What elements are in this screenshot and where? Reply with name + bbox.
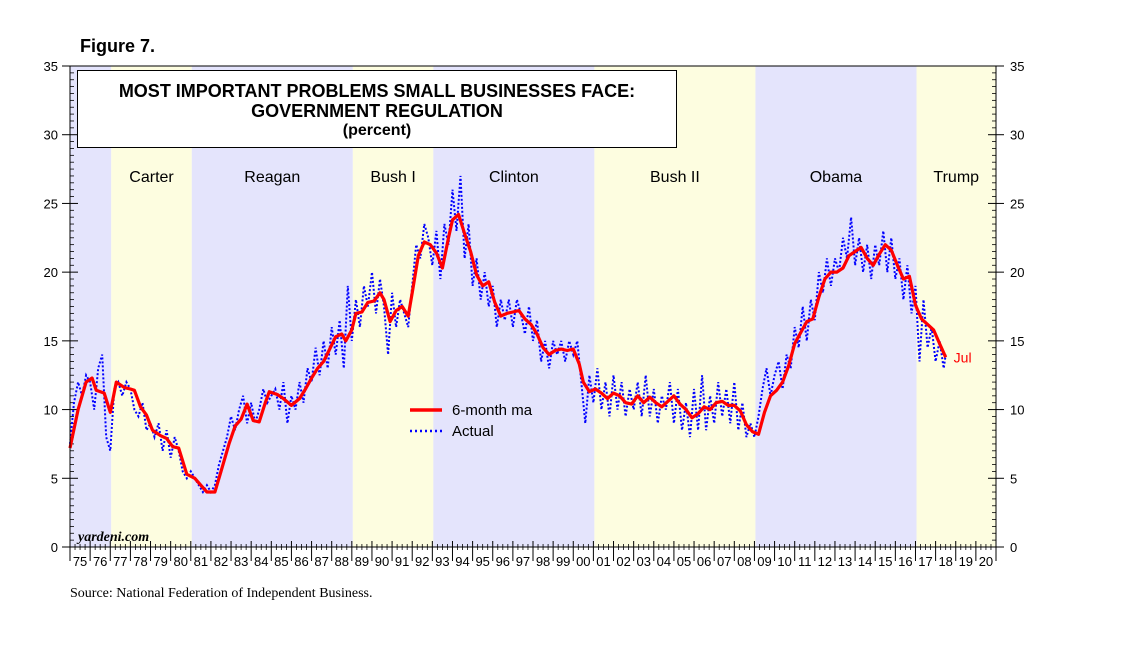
- presidency-label: Carter: [129, 169, 174, 186]
- y-tick-label-right: 35: [1010, 59, 1024, 74]
- presidency-label: Clinton: [489, 169, 539, 186]
- presidency-label: Trump: [933, 169, 979, 186]
- legend-label: Actual: [452, 423, 494, 440]
- x-tick-label: 07: [717, 554, 731, 569]
- y-tick-label-right: 15: [1010, 334, 1024, 349]
- x-tick-label: 77: [113, 554, 127, 569]
- y-tick-label-right: 25: [1010, 196, 1024, 211]
- x-tick-label: 04: [657, 554, 671, 569]
- x-tick-label: 86: [294, 554, 308, 569]
- x-tick-label: 20: [979, 554, 993, 569]
- x-tick-label: 06: [697, 554, 711, 569]
- y-tick-label-left: 0: [51, 540, 58, 555]
- x-tick-label: 90: [375, 554, 389, 569]
- x-tick-label: 84: [254, 554, 268, 569]
- x-tick-label: 91: [395, 554, 409, 569]
- x-tick-label: 82: [214, 554, 228, 569]
- x-tick-label: 79: [153, 554, 167, 569]
- y-tick-label-left: 5: [51, 471, 58, 486]
- presidency-label: Reagan: [244, 169, 300, 186]
- x-tick-label: 17: [918, 554, 932, 569]
- x-tick-label: 05: [677, 554, 691, 569]
- x-tick-label: 81: [194, 554, 208, 569]
- presidency-label: Obama: [810, 169, 863, 186]
- figure-label: Figure 7.: [80, 36, 156, 56]
- x-tick-label: 18: [938, 554, 952, 569]
- x-tick-label: 94: [455, 554, 469, 569]
- x-tick-label: 95: [475, 554, 489, 569]
- presidency-labels: Carter Reagan Bush I Clinton Bush II Obama Tru…: [129, 169, 979, 186]
- x-tick-label: 09: [757, 554, 771, 569]
- x-tick-label: 83: [234, 554, 248, 569]
- y-tick-label-left: 25: [44, 196, 58, 211]
- x-tick-label: 02: [616, 554, 630, 569]
- x-tick-label: 87: [314, 554, 328, 569]
- x-tick-label: 19: [959, 554, 973, 569]
- x-tick-label: 92: [415, 554, 429, 569]
- source-note: Source: National Federation of Independe…: [70, 586, 373, 601]
- x-axis: 75 76 77 78 79 80 81 82 83 84 85 86 87 88 89 90 91 92 93 94…: [69, 541, 997, 569]
- x-tick-label: 15: [878, 554, 892, 569]
- x-tick-label: 10: [777, 554, 791, 569]
- series-line-actual: [69, 175, 947, 494]
- chart-title-line-3: (percent): [342, 122, 412, 139]
- y-tick-label-right: 10: [1010, 403, 1024, 418]
- x-tick-label: 98: [536, 554, 550, 569]
- x-tick-label: 13: [838, 554, 852, 569]
- x-tick-label: 75: [73, 554, 87, 569]
- y-tick-label-left: 30: [44, 128, 58, 143]
- y-tick-label-right: 5: [1010, 471, 1017, 486]
- watermark: yardeni.com: [76, 530, 149, 545]
- x-tick-label: 93: [435, 554, 449, 569]
- x-tick-label: 03: [636, 554, 650, 569]
- x-tick-label: 00: [576, 554, 590, 569]
- chart-title-line-2: GOVERNMENT REGULATION: [251, 101, 503, 121]
- y-tick-label-left: 15: [44, 334, 58, 349]
- x-tick-label: 78: [133, 554, 147, 569]
- series-group: [68, 175, 948, 494]
- x-tick-label: 97: [516, 554, 530, 569]
- presidency-label: Bush II: [650, 169, 700, 186]
- x-tick-label: 99: [556, 554, 570, 569]
- y-tick-label-right: 30: [1010, 128, 1024, 143]
- x-tick-label: 96: [496, 554, 510, 569]
- presidency-band: [916, 66, 996, 547]
- x-tick-label: 80: [173, 554, 187, 569]
- x-tick-label: 89: [355, 554, 369, 569]
- end-annotation: Jul: [954, 349, 972, 365]
- series-line-6-month-ma: [68, 212, 948, 494]
- y-tick-label-right: 0: [1010, 540, 1017, 555]
- y-tick-label-left: 20: [44, 265, 58, 280]
- legend-label: 6-month ma: [452, 402, 533, 419]
- x-tick-label: 12: [818, 554, 832, 569]
- chart-title-line-1: MOST IMPORTANT PROBLEMS SMALL BUSINESSES…: [118, 81, 636, 101]
- x-tick-label: 11: [798, 554, 812, 569]
- presidency-label: Bush I: [370, 169, 415, 186]
- x-tick-label: 14: [858, 554, 872, 569]
- x-tick-label: 85: [274, 554, 288, 569]
- y-tick-label-left: 10: [44, 403, 58, 418]
- y-tick-label-right: 20: [1010, 265, 1024, 280]
- plot-frame: [69, 65, 997, 548]
- x-tick-label: 76: [93, 554, 107, 569]
- x-tick-label: 88: [335, 554, 349, 569]
- chart-title-box: MOST IMPORTANT PROBLEMS SMALL BUSINESSES…: [77, 70, 677, 148]
- x-tick-label: 01: [596, 554, 610, 569]
- legend: 6-month ma Actual: [410, 402, 533, 440]
- y-tick-label-left: 35: [44, 59, 58, 74]
- presidency-band: [755, 66, 917, 547]
- x-tick-label: 08: [737, 554, 751, 569]
- x-tick-label: 16: [898, 554, 912, 569]
